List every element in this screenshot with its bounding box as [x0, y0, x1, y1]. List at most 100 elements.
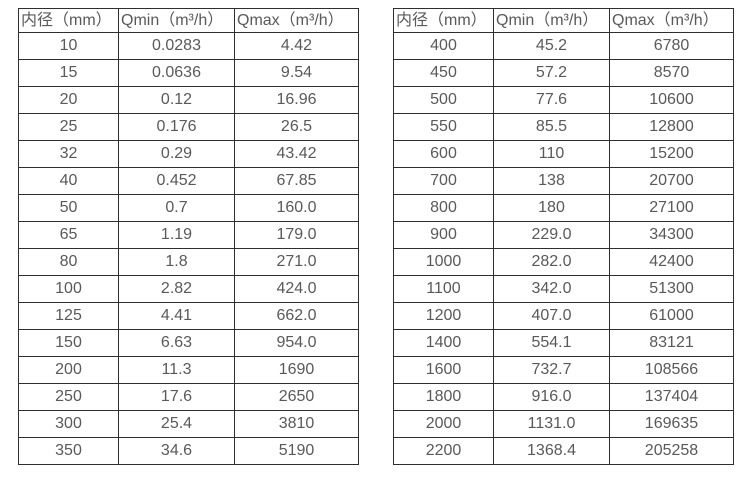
table-cell: 1.19	[118, 221, 235, 249]
table-cell: 554.1	[493, 329, 610, 357]
table-cell: 80	[18, 248, 119, 276]
table-cell: 4.41	[118, 302, 235, 330]
table-row: 2000 1131.0 169635	[393, 410, 734, 438]
table-cell: 250	[18, 383, 119, 411]
table-cell: 271.0	[234, 248, 359, 276]
table-cell: 200	[18, 356, 119, 384]
table-row: 1800 916.0 137404	[393, 383, 734, 411]
table-cell: 3810	[234, 410, 359, 438]
table-cell: 110	[493, 140, 610, 168]
table-cell: 27100	[609, 194, 734, 222]
table-row: 1200 407.0 61000	[393, 302, 734, 330]
table-row: 600 110 15200	[393, 140, 734, 168]
table-cell: 0.7	[118, 194, 235, 222]
table-cell: 43.42	[234, 140, 359, 168]
column-header: Qmax（m³/h）	[609, 8, 734, 33]
table-cell: 10	[18, 32, 119, 60]
table-cell: 67.85	[234, 167, 359, 195]
table-row: 500 77.6 10600	[393, 86, 734, 114]
table-cell: 42400	[609, 248, 734, 276]
table-cell: 350	[18, 437, 119, 465]
table-cell: 600	[393, 140, 494, 168]
table-row: 20 0.12 16.96	[18, 86, 359, 114]
table-row: 10 0.0283 4.42	[18, 32, 359, 60]
table-cell: 1.8	[118, 248, 235, 276]
table-cell: 1600	[393, 356, 494, 384]
flow-table-large-diameters: 内径（mm） Qmin（m³/h） Qmax（m³/h） 400 45.2 6780 450…	[393, 8, 734, 465]
table-cell: 45.2	[493, 32, 610, 60]
column-header: 内径（mm）	[393, 8, 494, 33]
column-header: Qmin（m³/h）	[493, 8, 610, 33]
table-cell: 0.0636	[118, 59, 235, 87]
table-row: 700 138 20700	[393, 167, 734, 195]
table-cell: 108566	[609, 356, 734, 384]
table-cell: 10600	[609, 86, 734, 114]
table-cell: 2000	[393, 410, 494, 438]
table-cell: 77.6	[493, 86, 610, 114]
table-cell: 1000	[393, 248, 494, 276]
column-header: 内径（mm）	[18, 8, 119, 33]
table-cell: 180	[493, 194, 610, 222]
table-cell: 1131.0	[493, 410, 610, 438]
table-row: 800 180 27100	[393, 194, 734, 222]
table-cell: 169635	[609, 410, 734, 438]
table-cell: 0.12	[118, 86, 235, 114]
table-cell: 12800	[609, 113, 734, 141]
table-cell: 57.2	[493, 59, 610, 87]
table-row: 550 85.5 12800	[393, 113, 734, 141]
table-cell: 662.0	[234, 302, 359, 330]
table-row: 350 34.6 5190	[18, 437, 359, 465]
table-cell: 1800	[393, 383, 494, 411]
table-cell: 51300	[609, 275, 734, 303]
table-cell: 150	[18, 329, 119, 357]
table-row: 50 0.7 160.0	[18, 194, 359, 222]
table-cell: 500	[393, 86, 494, 114]
table-cell: 1100	[393, 275, 494, 303]
table-row: 125 4.41 662.0	[18, 302, 359, 330]
table-cell: 17.6	[118, 383, 235, 411]
table-row: 400 45.2 6780	[393, 32, 734, 60]
table-cell: 916.0	[493, 383, 610, 411]
table-cell: 25	[18, 113, 119, 141]
table-cell: 900	[393, 221, 494, 249]
table-cell: 400	[393, 32, 494, 60]
table-cell: 0.452	[118, 167, 235, 195]
table-cell: 450	[393, 59, 494, 87]
table-cell: 6780	[609, 32, 734, 60]
table-row: 250 17.6 2650	[18, 383, 359, 411]
table-row: 1000 282.0 42400	[393, 248, 734, 276]
table-row: 40 0.452 67.85	[18, 167, 359, 195]
table-cell: 125	[18, 302, 119, 330]
table-cell: 424.0	[234, 275, 359, 303]
table-cell: 800	[393, 194, 494, 222]
table-cell: 11.3	[118, 356, 235, 384]
table-cell: 32	[18, 140, 119, 168]
table-cell: 2650	[234, 383, 359, 411]
table-cell: 0.29	[118, 140, 235, 168]
table-cell: 2200	[393, 437, 494, 465]
table-cell: 0.176	[118, 113, 235, 141]
table-cell: 1690	[234, 356, 359, 384]
table-cell: 83121	[609, 329, 734, 357]
table-cell: 9.54	[234, 59, 359, 87]
table-cell: 160.0	[234, 194, 359, 222]
table-cell: 34300	[609, 221, 734, 249]
table-row: 25 0.176 26.5	[18, 113, 359, 141]
table-cell: 138	[493, 167, 610, 195]
header-row: 内径（mm） Qmin（m³/h） Qmax（m³/h）	[18, 8, 359, 33]
table-cell: 954.0	[234, 329, 359, 357]
table-row: 200 11.3 1690	[18, 356, 359, 384]
table-cell: 20	[18, 86, 119, 114]
table-row: 900 229.0 34300	[393, 221, 734, 249]
table-row: 1400 554.1 83121	[393, 329, 734, 357]
flow-table-small-diameters: 内径（mm） Qmin（m³/h） Qmax（m³/h） 10 0.0283 4.42 15…	[18, 8, 359, 465]
table-cell: 20700	[609, 167, 734, 195]
table-cell: 700	[393, 167, 494, 195]
table-cell: 179.0	[234, 221, 359, 249]
table-cell: 732.7	[493, 356, 610, 384]
table-row: 32 0.29 43.42	[18, 140, 359, 168]
table-cell: 100	[18, 275, 119, 303]
table-cell: 0.0283	[118, 32, 235, 60]
table-row: 1100 342.0 51300	[393, 275, 734, 303]
column-header: Qmax（m³/h）	[234, 8, 359, 33]
